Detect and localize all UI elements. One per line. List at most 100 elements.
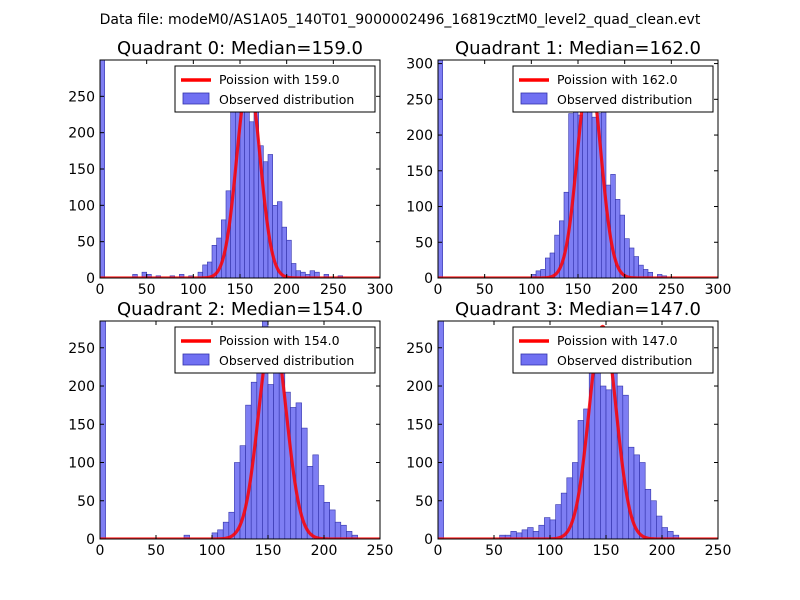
y-tick-label: 250 [406,92,433,108]
y-tick-label: 200 [68,379,95,395]
histogram-bar [179,274,185,278]
x-tick-label: 100 [518,282,545,298]
y-tick-label: 50 [415,494,433,510]
quadrant-0-panel: 0 50 100 150 200 250 300 0 50 100 150 200 250 Quadran… [68,38,393,298]
histogram-bar [323,501,330,539]
histogram-bar [244,94,250,278]
histogram-bar [314,271,320,278]
x-tick-label: 100 [199,543,226,559]
legend-bar-swatch [520,92,548,105]
x-tick-label: 250 [658,282,685,298]
y-tick-label: 100 [406,456,433,472]
y-tick-label: 100 [68,456,95,472]
histogram-bar [132,274,138,278]
histogram-bar [545,257,551,278]
x-tick-label: 150 [593,543,620,559]
histogram-bar [267,154,273,278]
x-tick-label: 50 [147,543,165,559]
legend-bar-swatch [182,353,210,366]
x-tick-label: 100 [180,282,207,298]
histogram-bar [438,321,444,539]
x-tick-label: 0 [434,543,443,559]
histogram-bar [647,271,653,278]
panel-title: Quadrant 0: Median=159.0 [117,38,363,59]
poisson-curve [438,324,718,539]
histogram-bar [587,84,593,278]
y-tick-label: 150 [68,417,95,433]
poisson-curve [438,72,718,278]
plot-area [438,60,718,278]
x-tick-label: 50 [138,282,156,298]
y-tick-label: 250 [68,341,95,357]
panels-container: 0 50 100 150 200 250 300050100150200250Quadran… [68,38,731,559]
y-tick-label: 200 [406,379,433,395]
histogram-bar [633,256,639,278]
y-tick-label: 50 [77,235,95,251]
panel-title: Quadrant 3: Median=147.0 [455,299,701,320]
histogram-bar [600,385,607,539]
axes-frame [99,320,381,540]
histogram-bar [438,60,443,278]
legend-label-observed: Observed distribution [219,353,354,368]
x-tick-label: 300 [367,282,394,298]
histogram-bar [295,402,302,539]
legend-label-observed: Observed distribution [557,92,692,107]
histogram-bar [323,274,329,278]
histogram-bar [619,214,625,278]
histogram-bar [650,500,657,539]
histogram-bar [334,521,342,539]
quadrant-1-panel: 0 50 100 150 200 250 300 0 50 100 150 200 250 300 Quad… [406,38,731,298]
y-tick-label: 0 [424,532,433,548]
y-tick-label: 250 [68,89,95,105]
x-tick-label: 150 [255,543,282,559]
histogram-bar [100,321,106,539]
histogram-bar [661,527,668,539]
histogram-bar [527,527,534,539]
y-tick-label: 200 [406,128,433,144]
x-tick-label: 50 [476,282,494,298]
histogram-bar [281,226,287,278]
axes-frame [437,320,719,540]
legend: Poission with 147.0 Observed distribution [512,326,714,374]
plot-area [438,321,718,539]
x-tick-label: 0 [96,282,105,298]
y-tick-label: 100 [406,200,433,216]
figure-title: Data file: modeM0/AS1A05_140T01_90000024… [100,12,701,28]
y-tick-label: 250 [406,341,433,357]
histogram-bar [605,389,612,539]
x-tick-label: 250 [320,282,347,298]
x-tick-label: 0 [96,543,105,559]
histogram-bar [591,116,597,278]
histogram-bar [340,524,347,539]
histogram-bar [291,263,297,278]
histogram-bar [538,524,545,539]
histogram-bar [555,504,562,539]
legend-label-poisson: Poission with 154.0 [219,333,340,348]
x-tick-label: 250 [705,543,732,559]
legend-label-poisson: Poission with 147.0 [557,333,678,348]
legend-label-observed: Observed distribution [219,92,354,107]
panel-title: Quadrant 2: Median=154.0 [117,299,363,320]
legend-label-observed: Observed distribution [557,353,692,368]
x-tick-label: 250 [367,543,394,559]
y-tick-label: 0 [86,271,95,287]
histogram-bar [312,454,319,539]
histogram-bar [644,488,652,539]
y-tick-label: 0 [86,532,95,548]
legend: Poission with 162.0 Observed distribution [512,65,714,113]
y-tick-label: 200 [68,126,95,142]
x-tick-label: 100 [537,543,564,559]
legend: Poission with 154.0 Observed distribution [174,326,376,374]
histogram-bar [549,519,556,539]
x-tick-label: 200 [649,543,676,559]
y-tick-label: 100 [68,198,95,214]
histogram-bar [249,121,255,278]
quadrant-3-panel: 0 50 100 150 200 250 0 50 100 150 200 250 Quadrant 3… [406,299,731,559]
x-tick-label: 150 [565,282,592,298]
histogram-bar [656,515,663,539]
x-tick-label: 150 [227,282,254,298]
x-tick-label: 200 [311,543,338,559]
y-tick-label: 150 [406,164,433,180]
histogram-bar [629,247,635,278]
histogram-bar [329,509,336,539]
